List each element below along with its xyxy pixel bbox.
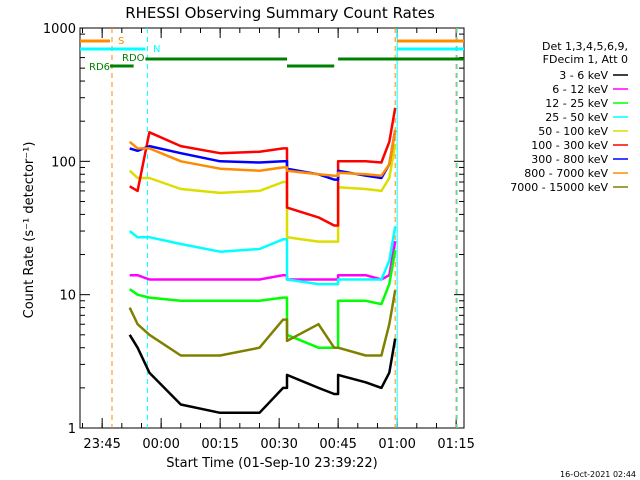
legend-entry-label: 800 - 7000 keV <box>524 167 608 180</box>
series-line-7000-15000-kev <box>128 289 397 357</box>
series-line-100-300-kev <box>129 107 397 227</box>
x-tick-label: 01:00 <box>378 437 415 452</box>
flag-label-s: S <box>118 36 124 47</box>
series-line-3-6-kev <box>128 334 397 415</box>
chart-title: RHESSI Observing Summary Count Rates <box>125 4 435 22</box>
legend-entry-label: 7000 - 15000 keV <box>510 181 608 194</box>
y-axis-label: Count Rate (s⁻¹ detector⁻¹) <box>22 142 37 319</box>
x-tick-label: 00:30 <box>260 437 297 452</box>
x-tick-label: 01:15 <box>437 437 474 452</box>
legend-entry-label: 3 - 6 keV <box>559 69 608 82</box>
series-line-50-100-kev <box>128 143 397 243</box>
legend-header-line: FDecim 1, Att 0 <box>543 53 628 66</box>
legend-entry-label: 300 - 800 keV <box>531 153 608 166</box>
plot-area: 1 10 100 1000 23:45 00:00 00:15 00:30 00:45 01:00… <box>43 22 475 452</box>
legend-entry-label: 25 - 50 keV <box>545 111 608 124</box>
x-tick-label: 23:45 <box>83 437 120 452</box>
legend-entry-label: 50 - 100 keV <box>538 125 608 138</box>
x-tick-label: 00:00 <box>142 437 179 452</box>
legend-entry-label: 6 - 12 keV <box>552 83 608 96</box>
x-tick-label: 00:45 <box>319 437 356 452</box>
series-line-300-800-kev <box>129 130 397 181</box>
y-tick-label: 10 <box>59 289 76 304</box>
series-line-25-50-kev <box>128 226 397 286</box>
timestamp: 16-Oct-2021 02:44 <box>560 470 636 479</box>
legend-entry-label: 100 - 300 keV <box>531 139 608 152</box>
y-tick-label: 1 <box>68 422 76 437</box>
x-tick-label: 00:15 <box>201 437 238 452</box>
y-tick-label: 1000 <box>43 22 76 37</box>
series-line-800-7000-kev <box>128 130 397 177</box>
legend-header-line: Det 1,3,4,5,6,9, <box>542 40 628 53</box>
flag-label-rd6: RD6 <box>89 62 110 73</box>
legend: Det 1,3,4,5,6,9,FDecim 1, Att 0 3 - 6 keV… <box>510 40 628 194</box>
flag-label-n: N <box>153 44 160 55</box>
plot-frame <box>79 27 465 429</box>
y-tick-label: 100 <box>51 155 76 170</box>
series-line-12-25-kev <box>128 249 397 349</box>
x-axis-label: Start Time (01-Sep-10 23:39:22) <box>166 456 377 471</box>
legend-entry-label: 12 - 25 keV <box>545 97 608 110</box>
flag-label-rdo: RDO <box>122 53 145 64</box>
